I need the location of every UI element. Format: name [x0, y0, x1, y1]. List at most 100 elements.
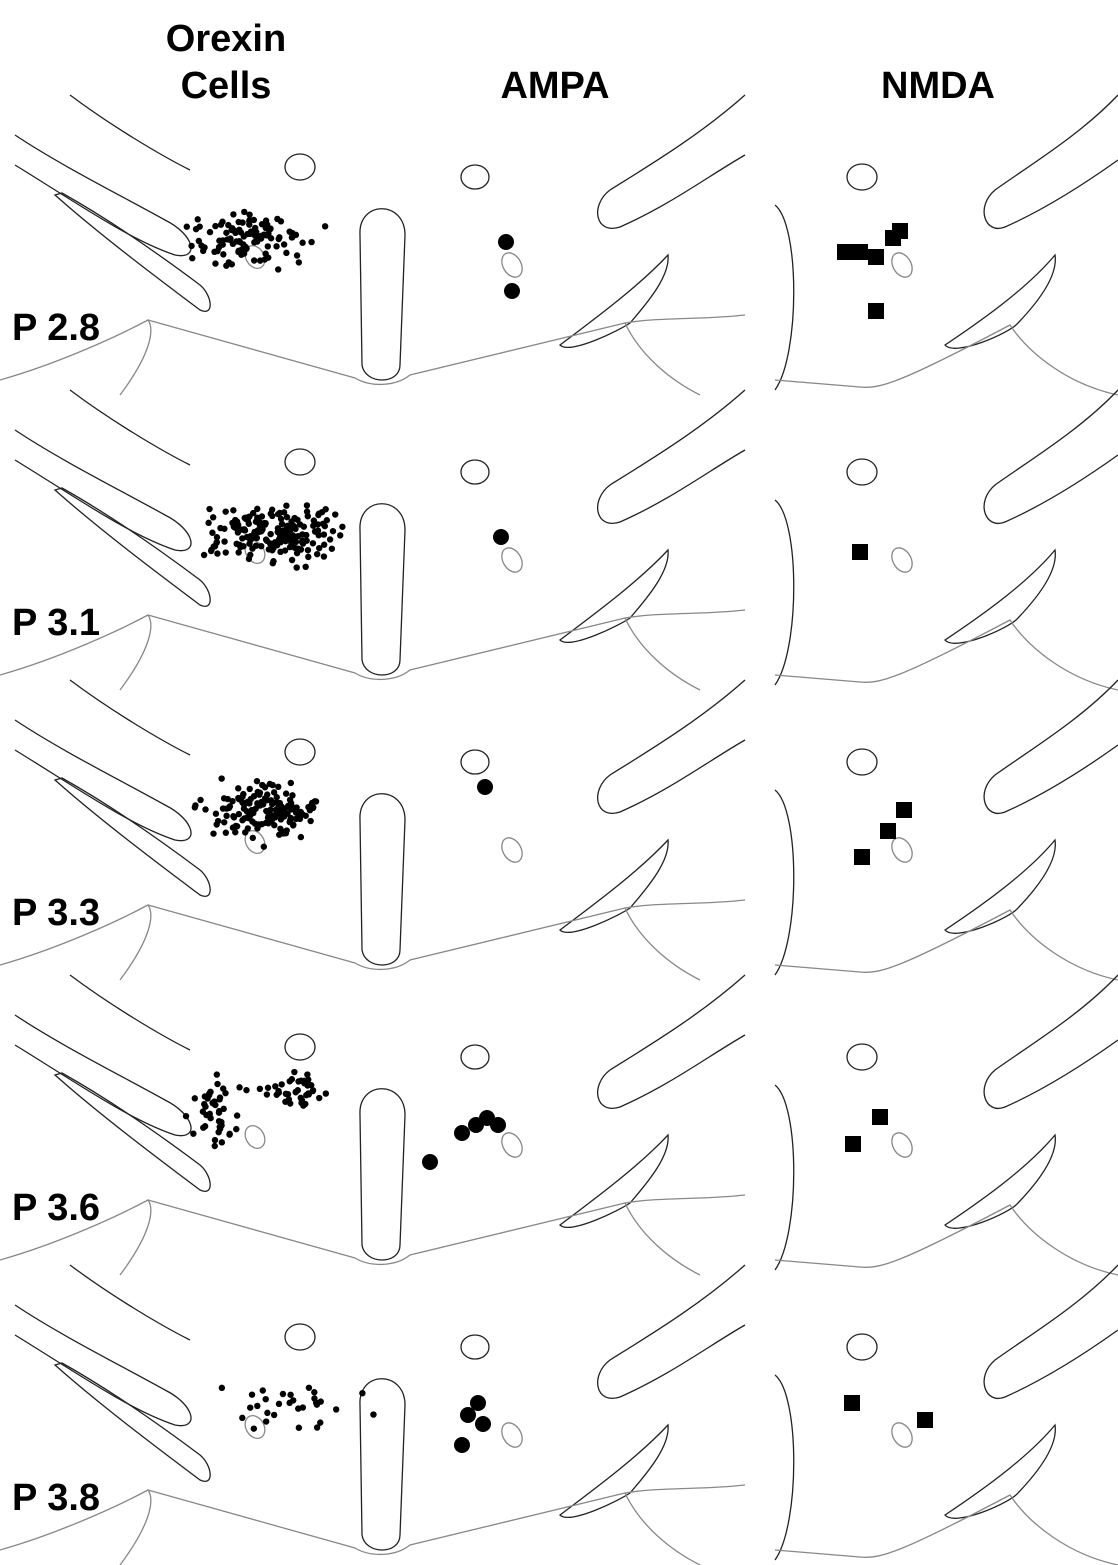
nmda-site	[852, 244, 868, 260]
orexin-cell	[299, 240, 305, 246]
orexin-cell	[222, 508, 228, 514]
orexin-cell	[257, 527, 263, 533]
brain-section-left	[0, 95, 745, 395]
orexin-cell	[304, 502, 310, 508]
orexin-cell	[264, 1091, 270, 1097]
orexin-cell	[214, 550, 220, 556]
orexin-cell	[276, 236, 282, 242]
orexin-cell	[219, 1385, 225, 1391]
orexin-cell	[207, 229, 213, 235]
orexin-cell	[305, 513, 311, 519]
orexin-cell	[293, 804, 299, 810]
orexin-cell	[277, 826, 283, 832]
orexin-cell	[250, 510, 256, 516]
section-label: P 2.8	[12, 307, 100, 349]
ampa-site	[475, 1416, 491, 1432]
orexin-cell	[265, 815, 271, 821]
orexin-cell	[297, 521, 303, 527]
orexin-cell	[261, 232, 267, 238]
orexin-cell	[219, 1139, 225, 1145]
orexin-cell	[332, 511, 338, 517]
orexin-cell	[235, 795, 241, 801]
nmda-site	[896, 802, 912, 818]
orexin-cell	[216, 238, 222, 244]
orexin-cell	[316, 1095, 322, 1101]
orexin-cell	[183, 1113, 189, 1119]
orexin-cell	[270, 560, 276, 566]
orexin-cell	[265, 254, 271, 260]
orexin-cell	[251, 257, 257, 263]
figure: P 2.8P 3.1P 3.3P 3.6P 3.8OrexinCellsAMPA…	[0, 0, 1118, 1565]
orexin-cell	[232, 829, 238, 835]
orexin-cell	[268, 511, 274, 517]
orexin-cell	[223, 549, 229, 555]
nmda-site	[872, 1109, 888, 1125]
orexin-cell	[293, 232, 299, 238]
orexin-cell	[359, 1390, 365, 1396]
orexin-cell	[322, 506, 328, 512]
orexin-cell	[247, 786, 253, 792]
nmda-site	[880, 823, 896, 839]
ampa-site	[454, 1125, 470, 1141]
orexin-cell	[287, 819, 293, 825]
orexin-cell	[240, 543, 246, 549]
orexin-cell	[271, 789, 277, 795]
orexin-cell	[287, 1392, 293, 1398]
orexin-cell	[321, 542, 327, 548]
orexin-cell	[207, 1089, 213, 1095]
orexin-cell	[314, 551, 320, 557]
orexin-cell	[277, 549, 283, 555]
orexin-cell	[269, 801, 275, 807]
orexin-cell	[214, 1081, 220, 1087]
orexin-cell	[289, 1076, 295, 1082]
orexin-cell	[299, 539, 305, 545]
orexin-cell	[306, 1081, 312, 1087]
orexin-cell	[220, 1085, 226, 1091]
section-label: P 3.6	[12, 1187, 100, 1229]
orexin-cell	[241, 526, 247, 532]
orexin-cell	[310, 1088, 316, 1094]
orexin-cell	[266, 546, 272, 552]
orexin-cell	[263, 1396, 269, 1402]
ampa-site	[493, 529, 509, 545]
orexin-cell	[221, 526, 227, 532]
orexin-cell	[223, 813, 229, 819]
orexin-cell	[239, 1415, 245, 1421]
orexin-cell	[295, 1078, 301, 1084]
orexin-cell	[291, 1069, 297, 1075]
orexin-cell	[283, 502, 289, 508]
orexin-cell	[283, 830, 289, 836]
nmda-site	[917, 1412, 933, 1428]
orexin-cell	[330, 528, 336, 534]
orexin-cell	[305, 554, 311, 560]
orexin-cell	[257, 257, 263, 263]
ampa-site	[504, 283, 520, 299]
orexin-cell	[370, 1411, 376, 1417]
orexin-cell	[257, 1086, 263, 1092]
orexin-cell	[205, 520, 211, 526]
orexin-cell	[302, 564, 308, 570]
orexin-cell	[305, 547, 311, 553]
column-header: AMPA	[500, 65, 609, 107]
orexin-cell	[298, 834, 304, 840]
brain-section-right	[775, 680, 1118, 980]
nmda-site	[837, 244, 853, 260]
orexin-cell	[200, 1124, 206, 1130]
ampa-site	[422, 1154, 438, 1170]
orexin-cell	[235, 785, 241, 791]
orexin-cell	[303, 532, 309, 538]
sections	[0, 95, 1118, 1565]
orexin-cell	[329, 546, 335, 552]
orexin-cell	[252, 805, 258, 811]
orexin-cell	[192, 1095, 198, 1101]
orexin-cell	[236, 238, 242, 244]
orexin-cell	[333, 1406, 339, 1412]
orexin-cell	[265, 1085, 271, 1091]
orexin-cell	[259, 221, 265, 227]
orexin-cell	[218, 222, 224, 228]
section-label: P 3.8	[12, 1477, 100, 1519]
orexin-cell	[253, 236, 259, 242]
brain-section-right	[775, 95, 1118, 395]
orexin-cell	[239, 535, 245, 541]
orexin-cell	[206, 506, 212, 512]
